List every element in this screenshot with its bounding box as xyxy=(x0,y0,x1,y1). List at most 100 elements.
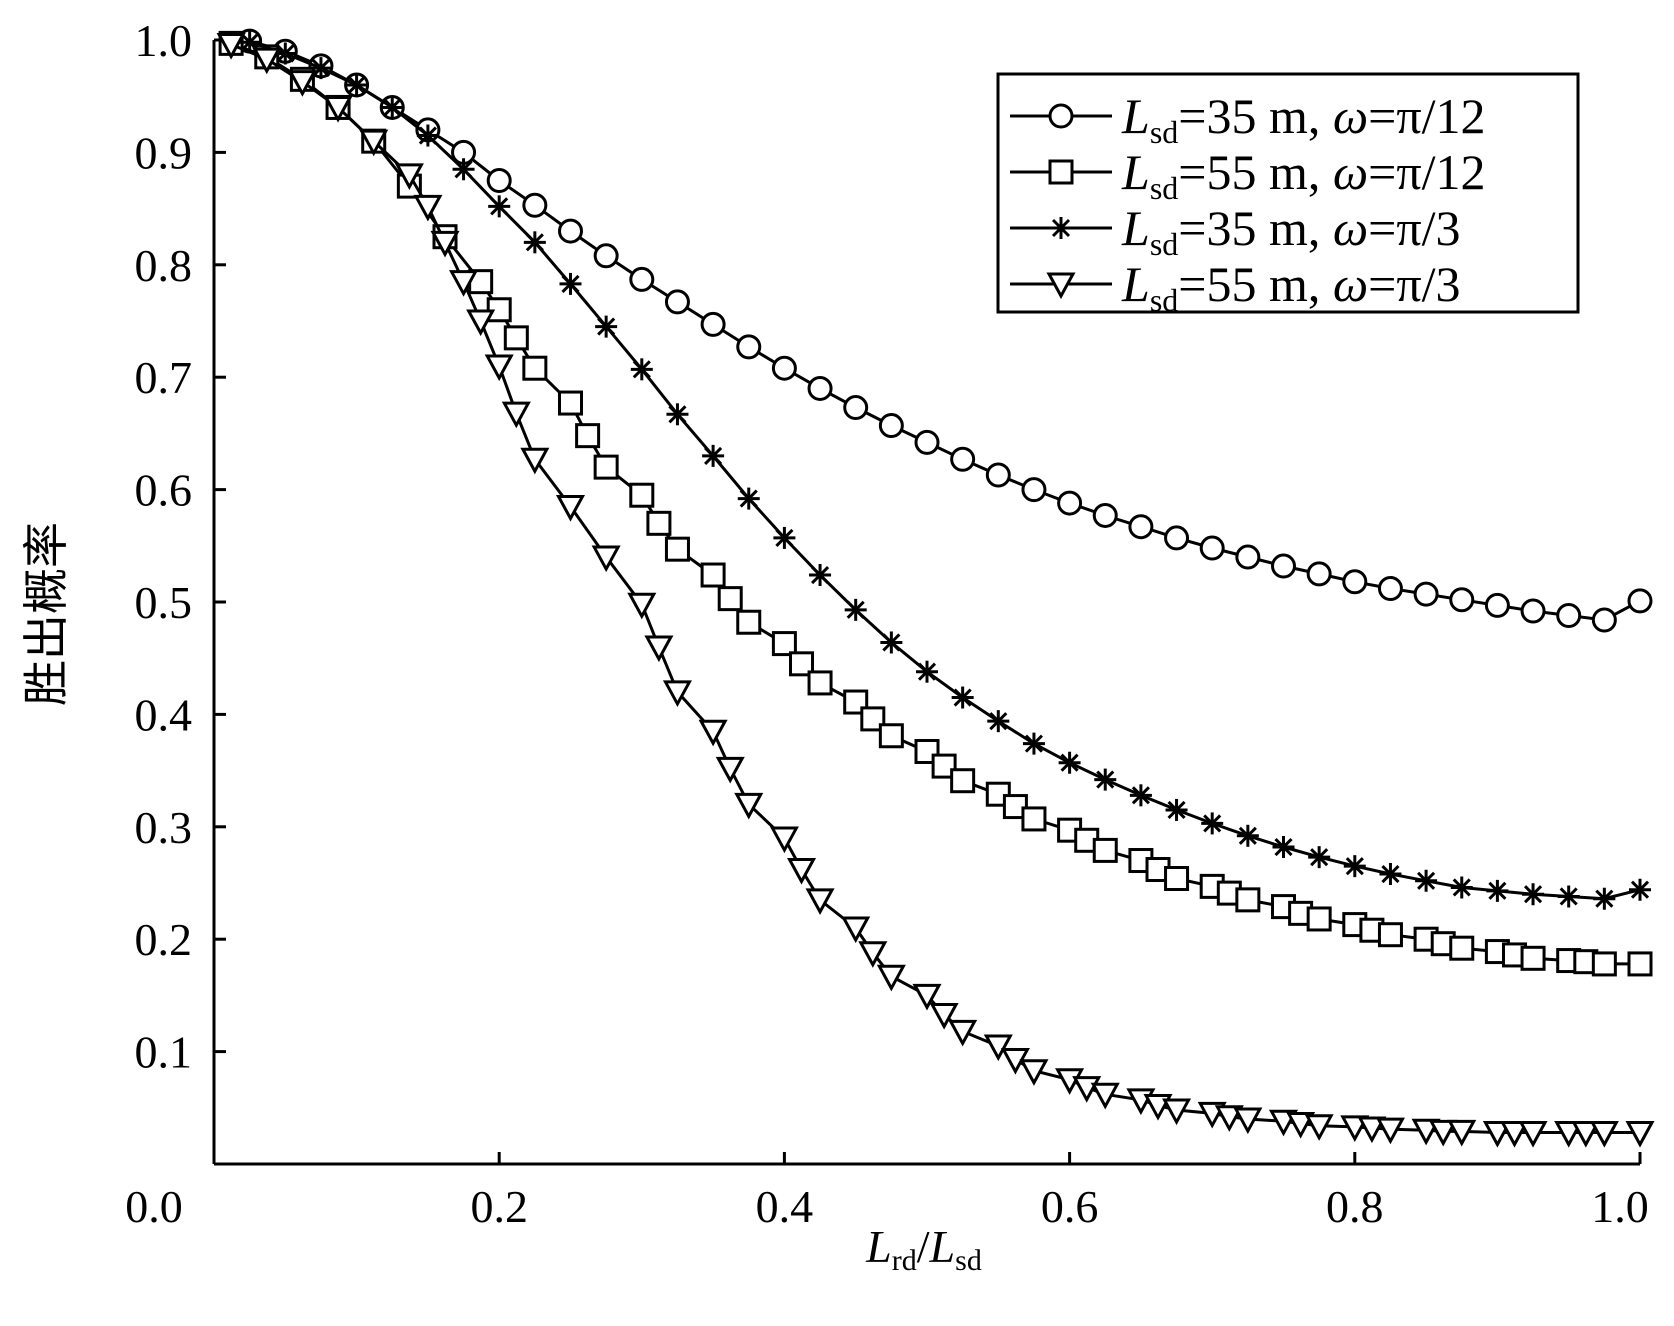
series-3-point xyxy=(666,403,689,426)
series-3-point xyxy=(737,487,760,510)
x-tick-label: 0.0 xyxy=(125,1181,183,1232)
series-4-point xyxy=(1482,1121,1512,1148)
y-tick-label: 0.7 xyxy=(135,352,193,403)
series-1-point xyxy=(1377,576,1403,602)
series-3-point xyxy=(844,598,867,621)
series-3-point xyxy=(630,358,653,381)
series-2-point xyxy=(1627,951,1653,977)
series-1-point xyxy=(807,375,833,401)
legend-marker xyxy=(1046,272,1076,300)
series-2-point xyxy=(1021,806,1047,832)
x-label-den-var: L xyxy=(929,1221,956,1272)
series-3-point xyxy=(238,31,261,54)
series-3-point xyxy=(1201,812,1224,835)
y-tick-label: 0.6 xyxy=(135,465,193,516)
series-4-point xyxy=(1428,1119,1458,1147)
series-3-point xyxy=(1629,878,1651,901)
series-4-point xyxy=(430,230,460,258)
series-3-point xyxy=(1058,751,1081,774)
series-4 xyxy=(216,32,1655,1148)
series-3-point xyxy=(1272,836,1295,859)
series-1-point xyxy=(736,334,762,360)
series-4-point xyxy=(1233,1107,1263,1135)
series-3-point xyxy=(880,631,903,654)
series-1-point xyxy=(1271,553,1296,579)
y-tick-label: 1.0 xyxy=(135,15,193,66)
series-3-point xyxy=(987,710,1010,733)
series-4-point xyxy=(1589,1121,1619,1148)
y-axis-label: 胜出概率 xyxy=(19,522,73,706)
series-4-point xyxy=(698,719,728,747)
axis-labels: 胜出概率 Lrd/Lsd xyxy=(19,522,982,1277)
series-4-point xyxy=(1625,1121,1655,1148)
series-3-point xyxy=(1165,798,1188,821)
series-3 xyxy=(238,31,1651,910)
series-1-point xyxy=(1306,561,1332,587)
series-2-point xyxy=(593,454,619,480)
series-1-point xyxy=(1484,592,1510,618)
series-2-point xyxy=(1449,935,1475,961)
series-2-point xyxy=(522,355,548,381)
series-1-point xyxy=(1627,588,1653,614)
series-3-point xyxy=(452,158,475,181)
series-1-point xyxy=(700,311,726,337)
y-tick-label: 0.5 xyxy=(135,577,193,628)
series-4-point xyxy=(1375,1117,1405,1145)
series-4-point xyxy=(1214,1105,1244,1132)
series-2-point xyxy=(717,586,743,612)
series-2-point xyxy=(558,390,583,416)
series-3-point xyxy=(1415,869,1438,892)
x-tick-label: 1.0 xyxy=(1591,1181,1649,1232)
series-3-point xyxy=(1308,846,1331,869)
series-3-point xyxy=(1129,784,1152,807)
series-3-point xyxy=(1343,855,1366,878)
series-2-point xyxy=(1591,951,1617,977)
series-3-point xyxy=(951,686,974,709)
series-2-point xyxy=(771,631,797,657)
series-4-point xyxy=(555,494,586,522)
series-1-point xyxy=(914,429,940,455)
series-2-point xyxy=(664,536,690,562)
series-4-point xyxy=(252,47,282,75)
series-1-point xyxy=(664,289,690,315)
series-4-point xyxy=(520,447,550,475)
series-2-point xyxy=(1164,866,1190,892)
series-4-point xyxy=(1518,1121,1548,1148)
series-4-point xyxy=(1447,1119,1477,1147)
series-2-point xyxy=(807,670,833,696)
series-1-point xyxy=(1164,525,1190,551)
y-tick-label: 0.4 xyxy=(135,689,193,740)
series-3-point xyxy=(416,124,439,147)
series-1-point xyxy=(522,192,548,218)
series-4-point xyxy=(734,792,764,820)
series-4-point xyxy=(1571,1121,1601,1148)
series-1-point xyxy=(878,413,904,439)
series-1-point xyxy=(629,266,655,292)
x-label-num-var: L xyxy=(865,1221,892,1272)
series-1-point xyxy=(1449,587,1475,613)
series-4-point xyxy=(948,1019,978,1047)
series-4-point xyxy=(769,826,799,854)
series-2-point xyxy=(503,325,529,351)
series-3-point xyxy=(345,73,368,96)
series-1-point xyxy=(950,446,976,472)
series-1-point xyxy=(1342,569,1368,595)
series-1 xyxy=(237,28,1653,633)
legend-marker xyxy=(1050,217,1072,239)
series-3-point xyxy=(488,195,511,218)
series-2-point xyxy=(950,768,976,794)
series-2-point xyxy=(700,562,726,588)
x-tick-label: 0.4 xyxy=(756,1181,814,1232)
series-3-point xyxy=(1236,824,1259,847)
series-3-point xyxy=(702,444,725,467)
series-3-point xyxy=(773,526,796,549)
series-4-point xyxy=(858,941,888,968)
series-4-point xyxy=(1162,1098,1192,1126)
series-4-point xyxy=(1499,1121,1530,1148)
series-4-point xyxy=(1304,1114,1334,1141)
series-1-point xyxy=(593,243,619,269)
legend-entry-4: Lsd=55 m, ω=π/3 xyxy=(1121,256,1461,318)
series-4-point xyxy=(912,983,942,1011)
